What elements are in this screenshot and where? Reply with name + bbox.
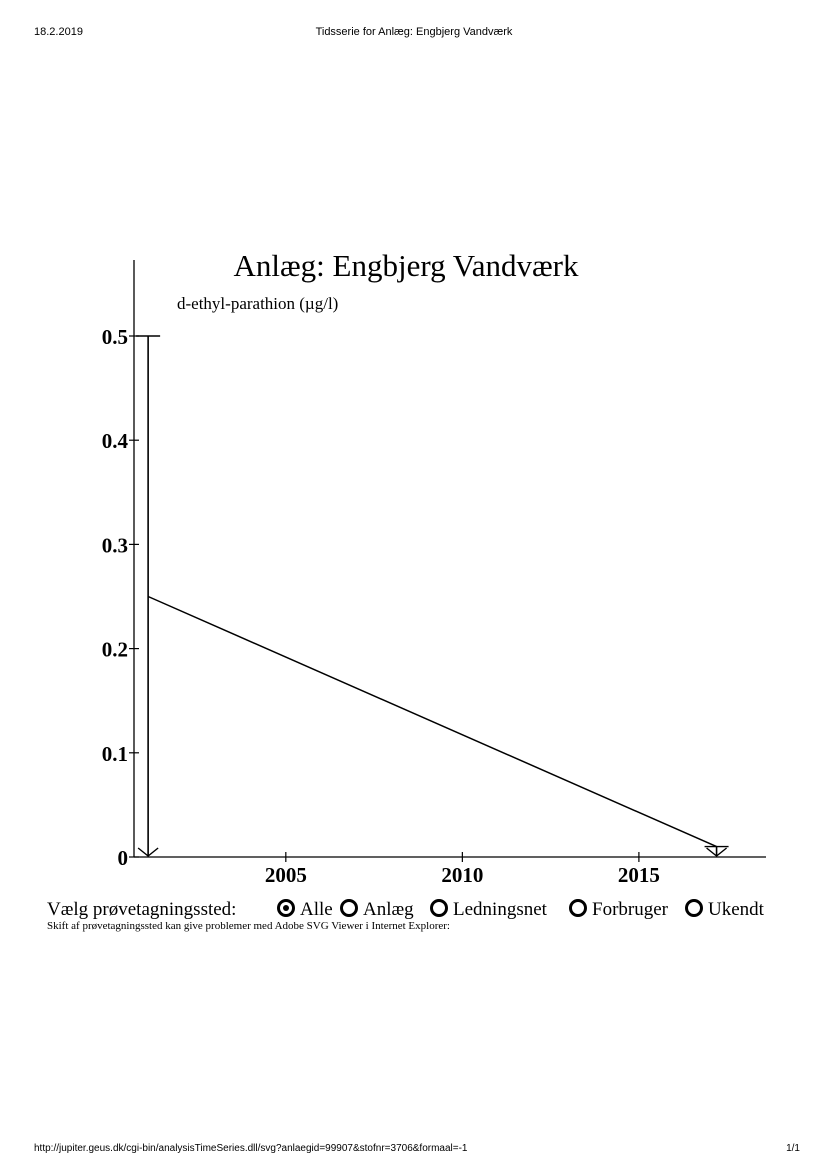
option-anlaeg[interactable]: Anlæg [340, 899, 414, 921]
y-axis-label: d-ethyl-parathion (µg/l) [177, 294, 338, 313]
option-label: Ledningsnet [453, 899, 547, 920]
option-label: Anlæg [363, 899, 414, 920]
y-ticks: 0 0.1 0.2 0.3 0.4 0.5 [102, 325, 139, 870]
radio-icon[interactable] [569, 899, 587, 917]
series-group [147, 595, 717, 848]
print-date: 18.2.2019 [34, 26, 83, 38]
x-tick-label: 2010 [441, 863, 483, 887]
option-label: Ukendt [708, 899, 764, 920]
time-series-chart: Anlæg: Engbjerg Vandværk d-ethyl-parathi… [102, 248, 766, 887]
marker-arrow [706, 847, 728, 857]
marker-arrow [137, 847, 159, 857]
detection-markers [136, 335, 729, 857]
site-chooser-note: Skift af prøvetagningssted kan give prob… [47, 920, 450, 932]
y-tick-label: 0.1 [102, 742, 128, 766]
chart-axes [133, 260, 766, 858]
y-tick-label: 0.4 [102, 429, 129, 453]
radio-icon[interactable] [430, 899, 448, 917]
print-page-title: Tidsserie for Anlæg: Engbjerg Vandværk [315, 26, 513, 38]
radio-selected-icon[interactable] [277, 899, 295, 917]
option-ledningsnet[interactable]: Ledningsnet [430, 899, 547, 921]
y-tick-label: 0.2 [102, 638, 128, 662]
print-url: http://jupiter.geus.dk/cgi-bin/analysisT… [34, 1143, 468, 1154]
series-line [147, 595, 717, 848]
x-tick-label: 2015 [618, 863, 660, 887]
option-forbruger[interactable]: Forbruger [569, 899, 668, 921]
option-ukendt[interactable]: Ukendt [685, 899, 764, 921]
chart-title: Anlæg: Engbjerg Vandværk [233, 248, 579, 283]
x-ticks: 2005 2010 2015 [265, 852, 660, 887]
option-label: Forbruger [592, 899, 668, 920]
option-label: Alle [300, 899, 333, 920]
radio-icon[interactable] [685, 899, 703, 917]
option-alle[interactable]: Alle [277, 899, 333, 921]
y-tick-label: 0.3 [102, 533, 128, 557]
print-page-number: 1/1 [786, 1143, 800, 1154]
site-chooser-label: Vælg prøvetagningssted: [47, 899, 237, 920]
y-tick-label: 0.5 [102, 325, 128, 349]
radio-icon[interactable] [340, 899, 358, 917]
y-tick-label: 0 [118, 846, 129, 870]
x-tick-label: 2005 [265, 863, 307, 887]
